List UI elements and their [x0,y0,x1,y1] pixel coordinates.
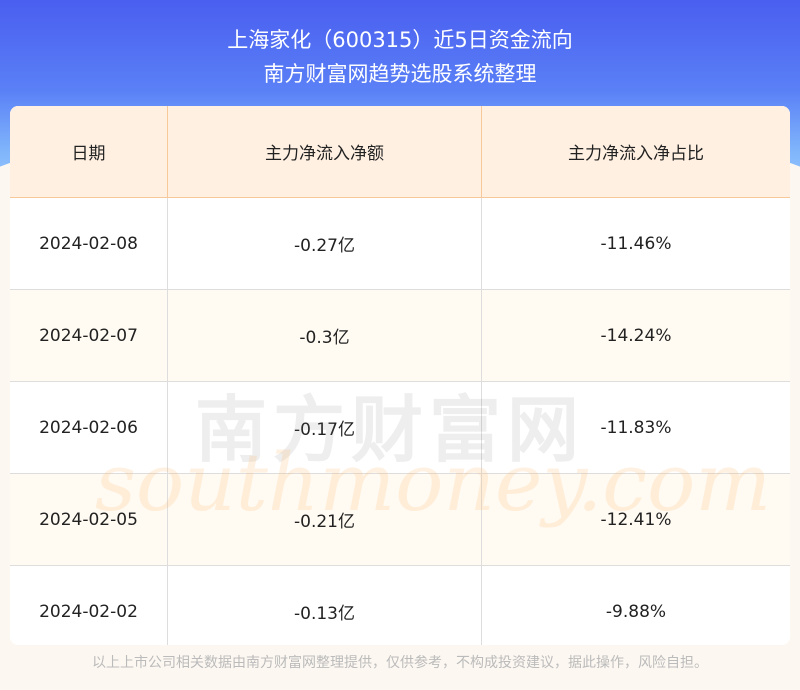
column-header-date: 日期 [10,106,168,198]
table-header-row: 日期 主力净流入净额 主力净流入净占比 [10,106,790,198]
fund-flow-table: 日期 主力净流入净额 主力净流入净占比 2024-02-08 -0.27亿 -11.… [10,106,790,645]
net-amount-cell: -0.17亿 [167,381,482,474]
net-ratio-cell: -11.46% [481,197,790,290]
date-cell: 2024-02-02 [10,565,168,645]
table-row: 2024-02-02 -0.13亿 -9.88% [10,565,790,645]
net-ratio-cell: -14.24% [481,289,790,382]
date-cell: 2024-02-08 [10,197,168,290]
table-row: 2024-02-07 -0.3亿 -14.24% [10,289,790,382]
table-row: 2024-02-08 -0.27亿 -11.46% [10,197,790,290]
net-amount-cell: -0.21亿 [167,473,482,566]
date-cell: 2024-02-05 [10,473,168,566]
data-table-card: 日期 主力净流入净额 主力净流入净占比 2024-02-08 -0.27亿 -11.… [10,106,790,645]
column-header-net-amount: 主力净流入净额 [167,106,482,198]
table-row: 2024-02-06 -0.17亿 -11.83% [10,381,790,474]
net-amount-cell: -0.13亿 [167,565,482,645]
disclaimer: 以上上市公司相关数据由南方财富网整理提供，仅供参考，不构成投资建议，据此操作，风… [92,655,708,671]
net-ratio-cell: -12.41% [481,473,790,566]
net-ratio-cell: -9.88% [481,565,790,645]
page-title: 上海家化（600315）近5日资金流向 [227,28,573,52]
net-amount-cell: -0.3亿 [167,289,482,382]
table-row: 2024-02-05 -0.21亿 -12.41% [10,473,790,566]
net-ratio-cell: -11.83% [481,381,790,474]
date-cell: 2024-02-06 [10,381,168,474]
column-header-net-ratio: 主力净流入净占比 [481,106,790,198]
net-amount-cell: -0.27亿 [167,197,482,290]
date-cell: 2024-02-07 [10,289,168,382]
page-subtitle: 南方财富网趋势选股系统整理 [263,62,537,86]
